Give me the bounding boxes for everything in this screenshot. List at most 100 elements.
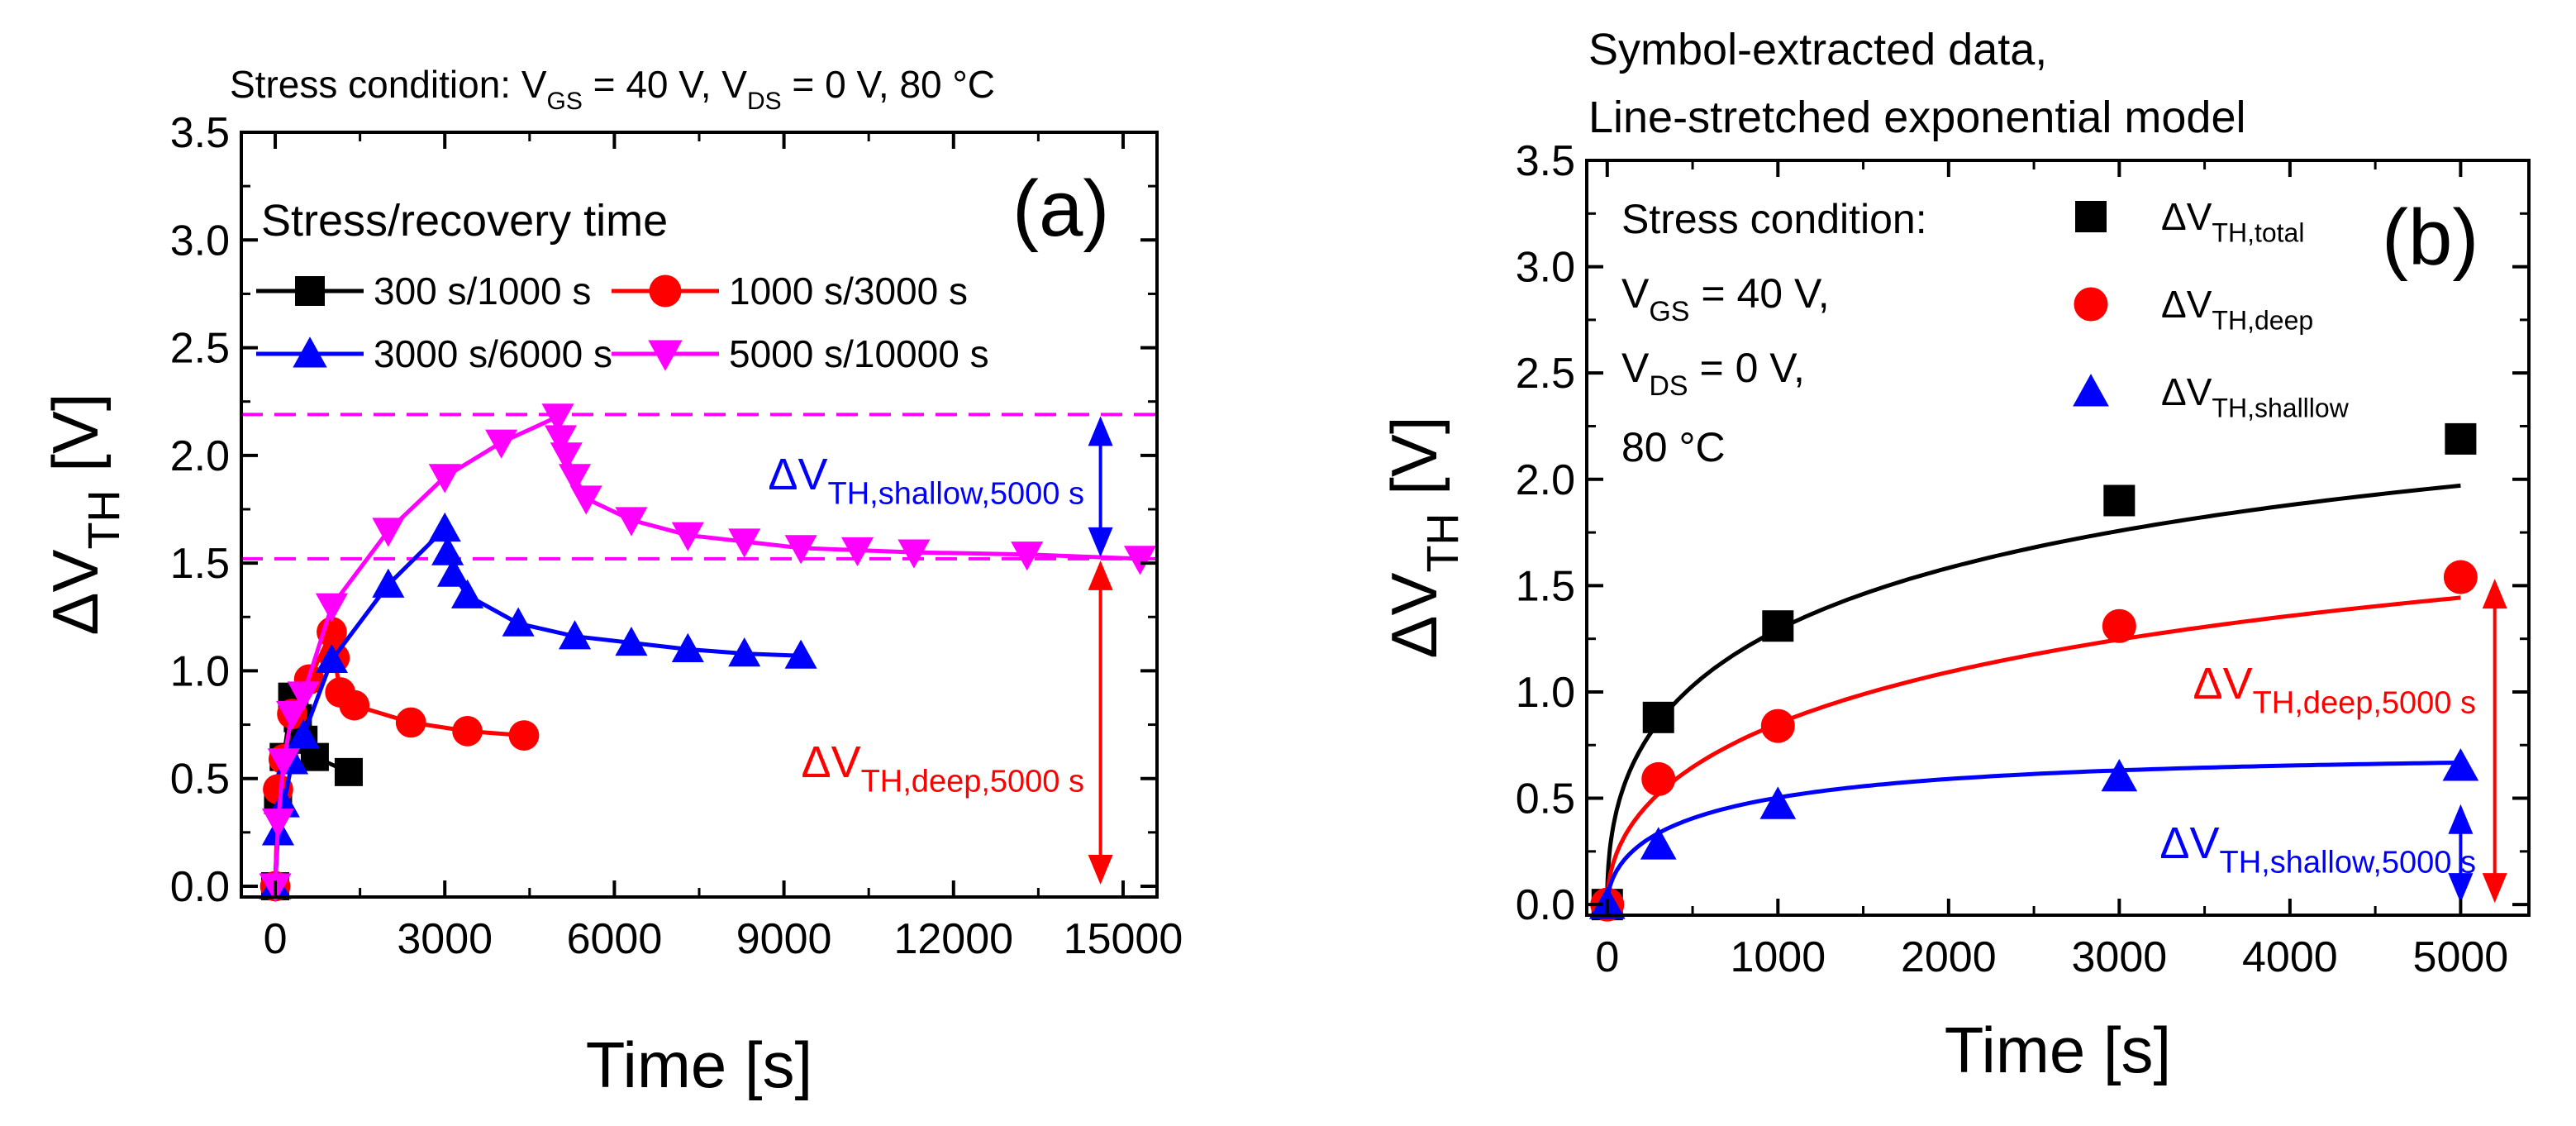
data-point (1760, 709, 1795, 743)
panel-a-legend: Stress/recovery time 300 s/1000 s 1000 s/… (256, 196, 989, 375)
legend-marker (648, 340, 683, 371)
legend-marker (649, 274, 682, 308)
data-point (267, 748, 300, 778)
data-point (451, 579, 484, 608)
data-point (2101, 758, 2138, 792)
panel-b-y-tick-label: 1.0 (1516, 669, 1575, 717)
data-point (840, 537, 874, 567)
data-point (1123, 546, 1157, 575)
panel-a-legend-entries: 300 s/1000 s 1000 s/3000 s 3000 s/6000 s 50… (256, 270, 989, 375)
panel-b-annotations: ΔVTH,deep,5000 s ΔVTH,shallow,5000 s (2159, 579, 2507, 904)
panel-b-y-tick-label: 1.5 (1516, 562, 1575, 610)
panel-b-legend: ΔVTH,total ΔVTH,deep ΔVTH,shalllow (2073, 195, 2350, 423)
panel-b-y-tick-label: 2.5 (1516, 350, 1575, 398)
panel-b-axis-ticks: 0 1000 2000 3000 4000 5000 0.0 0.5 1.0 1.5 2.0 2.5 3… (1516, 137, 2529, 981)
panel-a-y-tick-label: 3.5 (170, 109, 230, 157)
data-point (372, 518, 405, 547)
data-point (2103, 484, 2136, 517)
fit-curve (1605, 595, 2461, 905)
legend-label: 1000 s/3000 s (729, 270, 968, 313)
data-point (671, 632, 704, 662)
panel-a-y-tick-label: 0.0 (170, 863, 230, 911)
deep-annotation-label: ΔVTH,deep,5000 s (2193, 659, 2477, 720)
shallow-annotation-label: ΔVTH,shallow,5000 s (2159, 818, 2476, 880)
data-point (315, 593, 348, 623)
data-point (428, 464, 461, 494)
data-point (898, 539, 931, 569)
panel-a-x-tick-label: 12000 (893, 915, 1013, 963)
panel-a-label: (a) (1012, 165, 1109, 253)
data-point (315, 643, 348, 674)
condition-line: VGS = 40 V, (1621, 270, 1830, 327)
data-point (558, 620, 592, 650)
deep-arrow-head-down (1088, 854, 1113, 885)
data-point (334, 757, 363, 786)
deep-arrow-head-up (2482, 579, 2507, 609)
data-point (671, 522, 704, 551)
data-point (558, 464, 592, 494)
legend-label: 5000 s/10000 s (729, 332, 989, 375)
data-point (784, 639, 817, 669)
data-point (1640, 827, 1677, 860)
data-point (615, 507, 648, 537)
shallow-arrow-head-down (1088, 527, 1113, 557)
panel-b-y-tick-label: 3.0 (1516, 244, 1575, 292)
data-point (615, 626, 648, 656)
panel-a-x-tick-label: 3000 (397, 915, 493, 963)
data-point (261, 809, 295, 838)
panel-a-series (259, 403, 1157, 903)
panel-a-y-tick-label: 1.5 (170, 540, 230, 588)
panel-a-y-tick-label: 2.5 (170, 325, 230, 373)
panel-b-x-tick-label: 1000 (1730, 933, 1826, 981)
data-point (428, 512, 461, 542)
data-point (276, 700, 309, 731)
panel-b-x-tick-label: 5000 (2413, 933, 2509, 981)
panel-b-x-tick-label: 4000 (2242, 933, 2338, 981)
data-point (452, 716, 483, 747)
shallow-arrow-head-down (2448, 873, 2474, 904)
data-point (2445, 422, 2477, 455)
condition-line: Stress condition: (1621, 196, 1927, 242)
fit-curve (1605, 761, 2461, 905)
panel-a-axis-ticks: 0 3000 6000 9000 12000 15000 0.0 0.5 1.0 1.5 2.0 2.… (170, 109, 1183, 963)
legend-label: ΔVTH,deep (2161, 283, 2313, 336)
panel-a-x-tick-label: 6000 (567, 915, 663, 963)
data-point (544, 425, 577, 455)
panel-b-x-tick-label: 0 (1595, 933, 1619, 981)
panel-b-title-line-2: Line-stretched exponential model (1588, 93, 2246, 142)
panel-a-legend-title: Stress/recovery time (261, 196, 668, 246)
deep-arrow-head-up (1088, 560, 1113, 590)
panel-a-y-axis-label: ΔVTH [V] (39, 393, 129, 635)
legend-label: ΔVTH,shalllow (2161, 370, 2350, 423)
panel-a-annotations: ΔVTH,shallow,5000 s ΔVTH,deep,5000 s (768, 416, 1113, 885)
panel-a-x-tick-label: 15000 (1064, 915, 1183, 963)
legend-marker (2074, 287, 2108, 322)
panel-b-y-tick-label: 2.0 (1516, 456, 1575, 504)
data-point (2442, 748, 2479, 781)
deep-arrow-head-down (2482, 873, 2507, 904)
panel-a-y-tick-label: 2.0 (170, 432, 230, 480)
data-point (502, 607, 535, 637)
data-point (728, 528, 761, 558)
data-point (287, 681, 320, 711)
data-point (436, 557, 470, 587)
data-point (2443, 560, 2478, 594)
shallow-annotation-label: ΔVTH,shallow,5000 s (768, 450, 1084, 511)
data-point (1642, 701, 1674, 733)
data-point (372, 568, 405, 598)
legend-label: 300 s/1000 s (374, 270, 591, 313)
panel-a-y-tick-label: 1.0 (170, 647, 230, 695)
legend-marker (2073, 374, 2109, 407)
shallow-arrow-head-up (2448, 804, 2474, 834)
data-point (395, 707, 426, 738)
panel-a-x-axis-label: Time [s] (586, 1028, 812, 1101)
data-point (431, 536, 464, 565)
shallow-arrow-head-up (1088, 416, 1113, 446)
legend-marker (2075, 201, 2107, 232)
data-point (287, 719, 320, 749)
panel-a-x-tick-label: 0 (264, 915, 288, 963)
panel-a-x-tick-label: 9000 (736, 915, 832, 963)
deep-annotation-label: ΔVTH,deep,5000 s (802, 737, 1085, 799)
panel-b-label: (b) (2382, 193, 2478, 282)
data-point (2102, 608, 2136, 643)
